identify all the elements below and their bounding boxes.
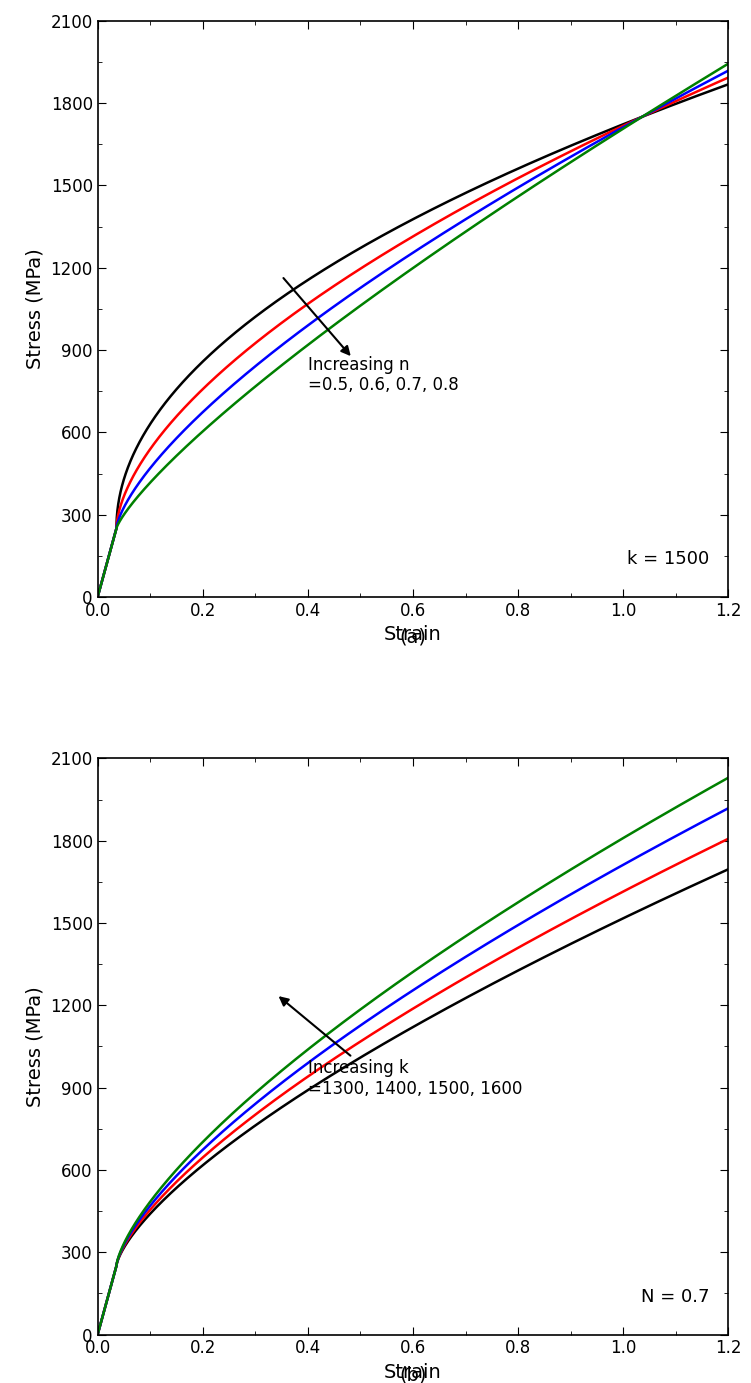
Y-axis label: Stress (MPa): Stress (MPa): [26, 249, 45, 369]
Text: Increasing n
=0.5, 0.6, 0.7, 0.8: Increasing n =0.5, 0.6, 0.7, 0.8: [308, 355, 459, 394]
Text: (b): (b): [400, 1365, 427, 1383]
Text: N = 0.7: N = 0.7: [641, 1288, 710, 1306]
Text: (a): (a): [400, 628, 427, 646]
Text: Increasing k
=1300, 1400, 1500, 1600: Increasing k =1300, 1400, 1500, 1600: [308, 1059, 522, 1098]
X-axis label: Strain: Strain: [385, 1364, 442, 1382]
Y-axis label: Stress (MPa): Stress (MPa): [26, 986, 45, 1106]
X-axis label: Strain: Strain: [385, 625, 442, 644]
Text: k = 1500: k = 1500: [627, 550, 710, 568]
